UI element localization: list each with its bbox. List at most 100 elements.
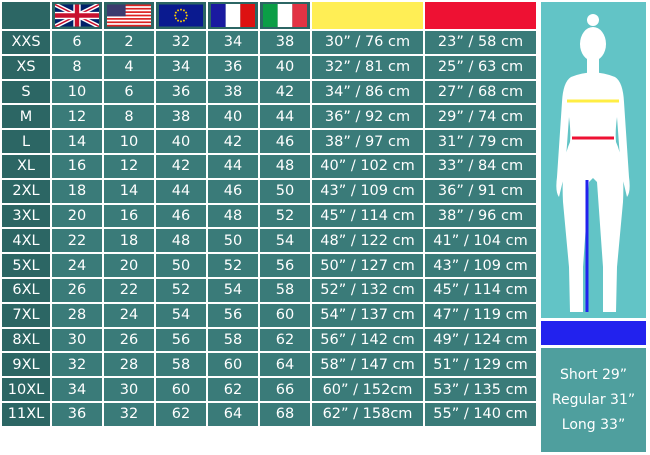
cell-fr: 56 (208, 303, 258, 327)
cell-us: 8 (104, 105, 154, 129)
cell-bust: 48” / 122 cm (312, 229, 423, 253)
cell-eu: 54 (156, 303, 206, 327)
cell-eu: 36 (156, 80, 206, 104)
cell-fr: 58 (208, 328, 258, 352)
cell-it: 38 (260, 31, 310, 54)
cell-waist: 45” / 114 cm (425, 278, 536, 302)
cell-us: 18 (104, 229, 154, 253)
cell-bust: 58” / 147 cm (312, 353, 423, 377)
cell-us: 28 (104, 353, 154, 377)
cell-bust: 38” / 97 cm (312, 130, 423, 153)
header-corner (2, 2, 50, 29)
cell-uk: 12 (52, 105, 102, 129)
inseam-regular: Regular 31” (551, 391, 636, 408)
measurement-panel: Short 29” Regular 31” Long 33” (541, 2, 646, 452)
cell-waist: 38” / 96 cm (425, 204, 536, 228)
cell-us: 30 (104, 378, 154, 401)
cell-it: 64 (260, 353, 310, 377)
cell-fr: 38 (208, 80, 258, 104)
cell-uk: 6 (52, 31, 102, 54)
cell-uk: 14 (52, 130, 102, 153)
fr-flag-icon (208, 2, 258, 29)
cell-it: 66 (260, 378, 310, 401)
cell-fr: 34 (208, 31, 258, 54)
cell-us: 2 (104, 31, 154, 54)
cell-bust: 52” / 132 cm (312, 278, 423, 302)
cell-waist: 55” / 140 cm (425, 402, 536, 426)
cell-fr: 50 (208, 229, 258, 253)
cell-it: 62 (260, 328, 310, 352)
cell-bust: 32” / 81 cm (312, 55, 423, 79)
cell-size: 11XL (2, 402, 50, 426)
cell-it: 50 (260, 179, 310, 203)
cell-eu: 40 (156, 130, 206, 153)
cell-it: 68 (260, 402, 310, 426)
cell-uk: 32 (52, 353, 102, 377)
cell-us: 26 (104, 328, 154, 352)
inseam-color-bar (541, 321, 646, 345)
cell-bust: 54” / 137 cm (312, 303, 423, 327)
cell-uk: 26 (52, 278, 102, 302)
cell-size: 6XL (2, 278, 50, 302)
cell-size: 4XL (2, 229, 50, 253)
cell-size: 7XL (2, 303, 50, 327)
cell-size: 2XL (2, 179, 50, 203)
cell-bust: 62” / 158cm (312, 402, 423, 426)
cell-eu: 60 (156, 378, 206, 401)
cell-size: 8XL (2, 328, 50, 352)
cell-uk: 22 (52, 229, 102, 253)
cell-waist: 53” / 135 cm (425, 378, 536, 401)
cell-size: 3XL (2, 204, 50, 228)
cell-size: 10XL (2, 378, 50, 401)
cell-eu: 42 (156, 154, 206, 178)
cell-fr: 60 (208, 353, 258, 377)
cell-bust: 30” / 76 cm (312, 31, 423, 54)
cell-fr: 42 (208, 130, 258, 153)
inseam-short: Short 29” (559, 366, 628, 383)
cell-eu: 46 (156, 204, 206, 228)
cell-fr: 46 (208, 179, 258, 203)
cell-us: 22 (104, 278, 154, 302)
cell-waist: 31” / 79 cm (425, 130, 536, 153)
cell-fr: 36 (208, 55, 258, 79)
cell-bust: 34” / 86 cm (312, 80, 423, 104)
cell-waist: 47” / 119 cm (425, 303, 536, 327)
cell-uk: 24 (52, 254, 102, 277)
cell-bust: 60” / 152cm (312, 378, 423, 401)
cell-waist: 36” / 91 cm (425, 179, 536, 203)
cell-uk: 16 (52, 154, 102, 178)
cell-bust: 36” / 92 cm (312, 105, 423, 129)
cell-it: 42 (260, 80, 310, 104)
cell-waist: 49” / 124 cm (425, 328, 536, 352)
cell-bust: 40” / 102 cm (312, 154, 423, 178)
cell-uk: 30 (52, 328, 102, 352)
cell-size: L (2, 130, 50, 153)
cell-uk: 8 (52, 55, 102, 79)
cell-uk: 28 (52, 303, 102, 327)
cell-us: 4 (104, 55, 154, 79)
cell-size: XXS (2, 31, 50, 54)
cell-eu: 52 (156, 278, 206, 302)
cell-it: 56 (260, 254, 310, 277)
cell-waist: 29” / 74 cm (425, 105, 536, 129)
cell-eu: 38 (156, 105, 206, 129)
cell-eu: 34 (156, 55, 206, 79)
cell-size: 5XL (2, 254, 50, 277)
cell-us: 14 (104, 179, 154, 203)
cell-it: 44 (260, 105, 310, 129)
cell-uk: 34 (52, 378, 102, 401)
cell-it: 52 (260, 204, 310, 228)
cell-fr: 52 (208, 254, 258, 277)
cell-it: 46 (260, 130, 310, 153)
bust-color-header (312, 2, 423, 29)
cell-bust: 56” / 142 cm (312, 328, 423, 352)
body-figure (541, 2, 646, 318)
cell-waist: 27” / 68 cm (425, 80, 536, 104)
waist-color-header (425, 2, 536, 29)
cell-uk: 18 (52, 179, 102, 203)
cell-waist: 41” / 104 cm (425, 229, 536, 253)
cell-size: 9XL (2, 353, 50, 377)
cell-us: 12 (104, 154, 154, 178)
cell-uk: 20 (52, 204, 102, 228)
cell-us: 6 (104, 80, 154, 104)
